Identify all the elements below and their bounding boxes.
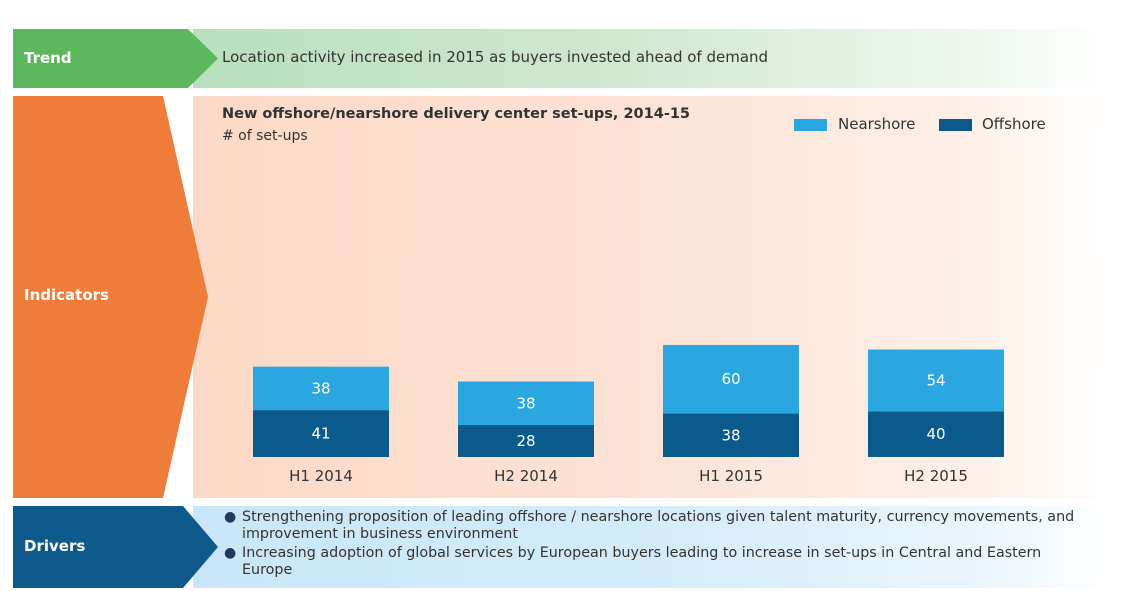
data-label-offshore: 28 <box>516 432 535 450</box>
bullet-icon: ● <box>224 545 237 561</box>
bar-offshore <box>253 410 389 457</box>
driver-text: Strengthening proposition of leading off… <box>242 509 1075 542</box>
bar-offshore <box>868 411 1004 457</box>
data-label-nearshore: 38 <box>516 394 535 412</box>
bar-nearshore <box>868 349 1004 412</box>
bar-nearshore <box>663 344 799 414</box>
legend-label-offshore: Offshore <box>982 115 1046 133</box>
legend-swatch-offshore <box>939 119 972 131</box>
chart-plot: 41 38 H1 2014 28 38 H2 2014 38 60 H1 2015 40 54 H2 … <box>253 344 1004 485</box>
category-label: H1 2014 <box>289 467 353 485</box>
legend-label-nearshore: Nearshore <box>838 115 916 133</box>
drivers-list: ● Strengthening proposition of leading of… <box>220 509 1090 581</box>
trend-label: Trend <box>24 49 72 67</box>
legend-swatch-nearshore <box>794 119 827 131</box>
drivers-row: Drivers ● Strengthening proposition of le… <box>13 506 1110 588</box>
category-label: H1 2015 <box>699 467 763 485</box>
data-label-offshore: 41 <box>311 425 330 443</box>
chart-subtitle: # of set-ups <box>222 128 308 144</box>
trend-chevron <box>13 29 218 88</box>
driver-item: ● Increasing adoption of global services … <box>220 545 1090 579</box>
trend-text: Location activity increased in 2015 as b… <box>222 48 769 66</box>
bar-nearshore <box>458 381 594 425</box>
indicators-row: Indicators New offshore/nearshore delive… <box>13 96 1110 498</box>
data-label-offshore: 40 <box>926 425 945 443</box>
bar-offshore <box>458 424 594 457</box>
drivers-label: Drivers <box>24 537 86 555</box>
indicators-label: Indicators <box>24 286 109 304</box>
trend-row: Trend Location activity increased in 201… <box>13 29 1110 88</box>
bar-offshore <box>663 413 799 457</box>
drivers-band <box>193 506 1110 588</box>
driver-item: ● Strengthening proposition of leading of… <box>220 509 1090 543</box>
data-label-nearshore: 38 <box>311 379 330 397</box>
trend-band <box>193 29 1110 88</box>
data-label-nearshore: 54 <box>926 371 945 389</box>
category-label: H2 2015 <box>904 467 968 485</box>
category-label: H2 2014 <box>494 467 558 485</box>
driver-text: Increasing adoption of global services b… <box>242 545 1042 578</box>
data-label-offshore: 38 <box>721 426 740 444</box>
drivers-chevron <box>13 506 218 588</box>
bullet-icon: ● <box>224 509 237 525</box>
chart-title: New offshore/nearshore delivery center s… <box>222 106 691 122</box>
indicators-chevron <box>13 96 218 498</box>
bar-nearshore <box>253 366 389 411</box>
data-label-nearshore: 60 <box>721 370 740 388</box>
